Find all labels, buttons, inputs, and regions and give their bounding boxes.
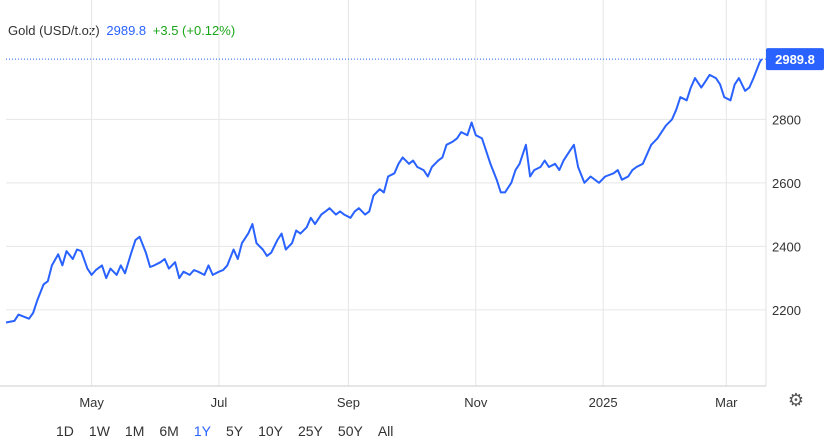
range-button-6m[interactable]: 6M bbox=[159, 423, 179, 439]
y-tick-label: 2400 bbox=[772, 239, 801, 254]
range-button-1m[interactable]: 1M bbox=[124, 423, 145, 439]
price-series-line bbox=[5, 58, 763, 324]
y-tick-label: 2800 bbox=[772, 112, 801, 127]
range-button-10y[interactable]: 10Y bbox=[258, 423, 283, 439]
x-tick-label: 2025 bbox=[589, 395, 618, 410]
last-price-badge bbox=[766, 48, 824, 71]
gear-icon[interactable]: ⚙ bbox=[787, 390, 805, 410]
range-button-5y[interactable]: 5Y bbox=[225, 423, 244, 439]
x-tick-label: Mar bbox=[715, 395, 738, 410]
last-price-label: 2989.8 bbox=[775, 52, 815, 67]
x-tick-label: May bbox=[79, 395, 104, 410]
instrument-name: Gold (USD/t.oz) bbox=[8, 23, 100, 38]
chart-header: Gold (USD/t.oz) 2989.8 +3.5 (+0.12%) bbox=[8, 23, 238, 38]
range-button-1d[interactable]: 1D bbox=[56, 423, 74, 439]
axes: 2200 2400 2600 2800 May Jul Sep Nov 2025 Mar bbox=[0, 0, 801, 410]
series-layer bbox=[5, 58, 763, 324]
x-tick-label: Nov bbox=[464, 395, 488, 410]
range-button-all[interactable]: All bbox=[377, 423, 394, 439]
y-tick-label: 2600 bbox=[772, 176, 801, 191]
current-price: 2989.8 bbox=[106, 23, 147, 38]
range-button-50y[interactable]: 50Y bbox=[337, 423, 363, 439]
range-button-25y[interactable]: 25Y bbox=[297, 423, 323, 439]
x-tick-label: Jul bbox=[211, 395, 228, 410]
range-button-1w[interactable]: 1W bbox=[88, 423, 110, 439]
range-button-1y[interactable]: 1Y bbox=[193, 423, 211, 439]
range-selector: 1D 1W 1M 6M 1Y 5Y 10Y 25Y 50Y All bbox=[56, 423, 408, 439]
x-tick-label: Sep bbox=[337, 395, 360, 410]
price-change: +3.5 (+0.12%) bbox=[152, 23, 236, 38]
grid bbox=[6, 0, 766, 386]
y-tick-label: 2200 bbox=[772, 303, 801, 318]
last-price-layer: 2989.8 bbox=[6, 48, 824, 71]
